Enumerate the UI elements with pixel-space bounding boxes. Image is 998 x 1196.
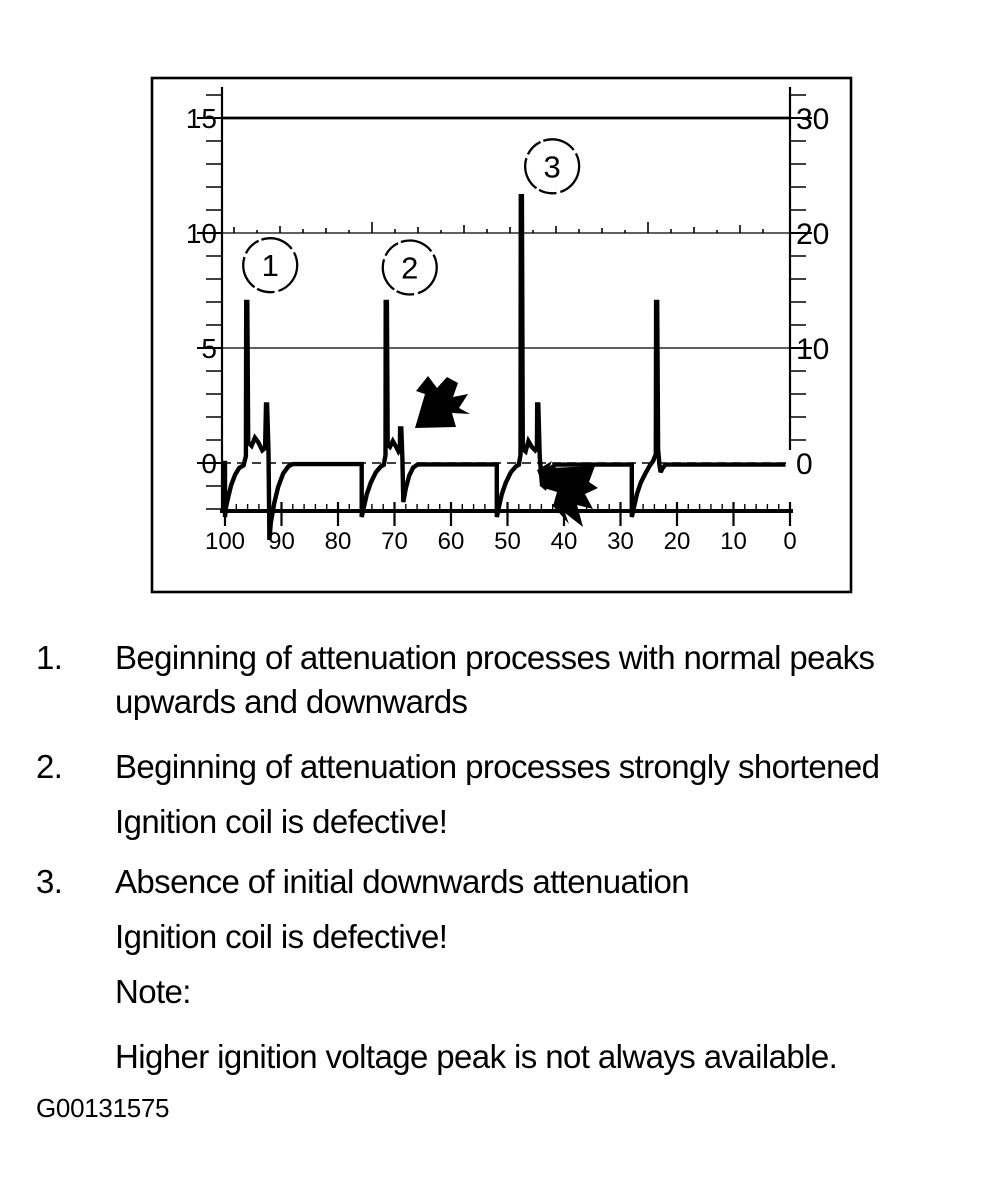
y-left-tick-label: 10 (186, 218, 217, 249)
marker-circle-2 (381, 239, 438, 296)
x-axis: 100 90 80 70 60 50 40 30 20 10 0 (205, 502, 797, 555)
note-text: Higher ignition voltage peak is not alwa… (115, 1038, 838, 1075)
x-tick-label: 30 (607, 528, 634, 555)
annotation-arrows (415, 376, 598, 527)
legend-item-1-text: Beginning of attenuation processes with … (115, 636, 986, 724)
legend-item-2-line1: Beginning of attenuation processes stron… (115, 748, 880, 785)
legend-item-1-line2: upwards and downwards (115, 683, 468, 720)
legend-item-2: 2. Beginning of attenuation processes st… (36, 745, 986, 789)
legend-item-3-number: 3. (36, 863, 63, 900)
marker-label-3: 3 (544, 149, 561, 184)
x-tick-label: 10 (720, 528, 747, 555)
y-right-tick-label: 20 (796, 218, 829, 251)
x-tick-label: 0 (783, 528, 796, 555)
y-axes: 15 10 5 0 30 20 10 0 (186, 87, 829, 513)
legend-item-1: 1. Beginning of attenuation processes wi… (36, 636, 986, 724)
figure-id: G00131575 (36, 1093, 170, 1123)
x-tick-label: 100 (205, 528, 245, 555)
y-left-tick-label: 0 (201, 448, 217, 479)
x-tick-label: 90 (268, 528, 295, 555)
legend-item-2-number: 2. (36, 748, 63, 785)
marker-circle-3 (523, 138, 581, 195)
gridlines (222, 116, 790, 464)
y-right-tick-label: 30 (796, 103, 829, 136)
legend-item-1-number: 1. (36, 639, 63, 676)
note-label: Note: (115, 973, 191, 1010)
marker-label-1: 1 (262, 248, 279, 283)
x-tick-label: 20 (664, 528, 691, 555)
ignition-waveform-trace (222, 194, 786, 541)
y-right-tick-label: 10 (796, 333, 829, 366)
legend-item-3-line1: Absence of initial downwards attenuation (115, 863, 690, 900)
y-left-tick-label: 5 (201, 333, 217, 364)
markers: 1 2 3 (242, 138, 581, 296)
y-right-tick-label: 0 (796, 448, 813, 481)
marker-circle-1 (242, 237, 299, 294)
legend-item-2-warning: Ignition coil is defective! (115, 803, 448, 840)
x-tick-label: 80 (325, 528, 352, 555)
x-tick-label: 70 (381, 528, 408, 555)
legend-item-3-warning: Ignition coil is defective! (115, 918, 448, 955)
legend-item-3: 3. Absence of initial downwards attenuat… (36, 860, 986, 904)
upper-annotation-arrow-icon (415, 376, 470, 428)
legend-item-1-line1: Beginning of attenuation processes with … (115, 639, 875, 676)
x-tick-label: 60 (438, 528, 465, 555)
lower-annotation-arrow-icon (537, 461, 598, 527)
y-left-tick-label: 15 (186, 103, 217, 134)
chart-frame (150, 76, 853, 594)
x-tick-label: 50 (494, 528, 521, 555)
legend: 1. Beginning of attenuation processes wi… (36, 636, 986, 1123)
marker-label-2: 2 (401, 251, 418, 286)
x-tick-label: 40 (551, 528, 578, 555)
